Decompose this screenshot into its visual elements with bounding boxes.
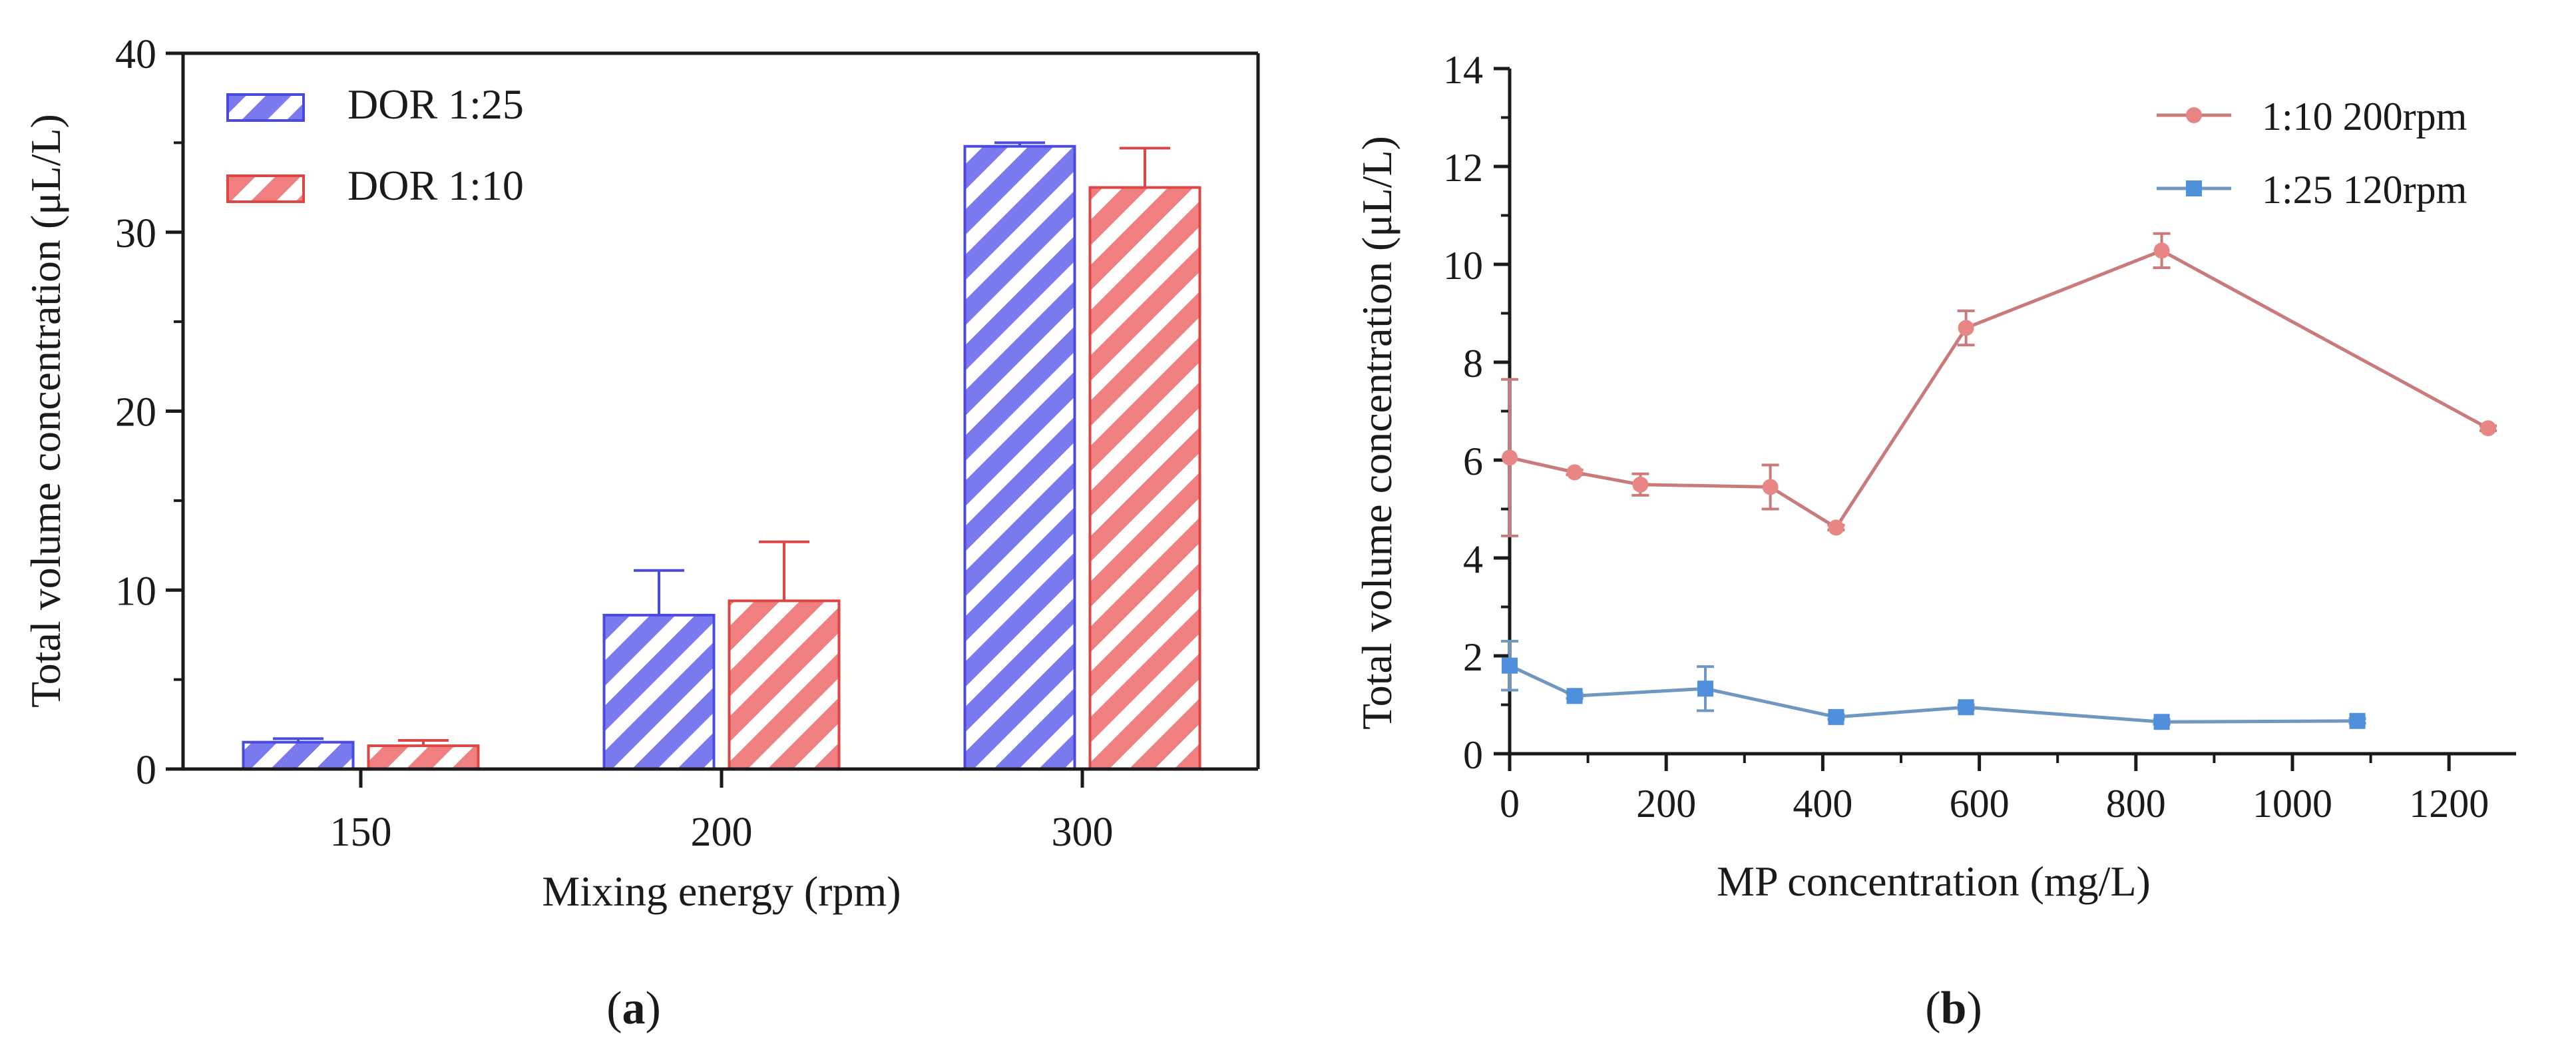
data-point-1-25-120rpm-833 bbox=[2153, 714, 2170, 730]
legend-label-1-25-120rpm: 1:25 120rpm bbox=[2262, 168, 2467, 212]
x-tick-label-600: 600 bbox=[1950, 782, 2010, 826]
y-tick-label-10: 10 bbox=[115, 569, 156, 614]
series-line-1-25-120rpm bbox=[1508, 664, 2358, 724]
data-point-1-25-120rpm-83 bbox=[1566, 688, 1583, 704]
line-chart-b: 0 2 4 6 8 10 12 14 0 200 400 600 800 1000 1200 MP con… bbox=[1353, 48, 2516, 905]
legend-swatch-dor-1-25 bbox=[226, 93, 305, 122]
data-point-1-10-200rpm-0 bbox=[1502, 449, 1518, 466]
legend-swatch-dor-1-10 bbox=[226, 174, 305, 203]
chart-a-y-tick-labels: 0 10 20 30 40 bbox=[115, 32, 156, 793]
x-tick-label-1200: 1200 bbox=[2409, 782, 2489, 826]
x-tick-label-1000: 1000 bbox=[2253, 782, 2332, 826]
chart-b-x-axis-label: MP concentration (mg/L) bbox=[1717, 858, 2151, 905]
y-tick-label-40: 40 bbox=[115, 32, 156, 77]
data-point-1-25-120rpm-250 bbox=[1697, 680, 1713, 697]
bar-dor-1-25-150 bbox=[242, 740, 355, 770]
chart-a-legend: DOR 1:25 DOR 1:10 bbox=[226, 81, 524, 209]
legend-label-dor-1-25: DOR 1:25 bbox=[347, 81, 524, 128]
y-tick-label-6: 6 bbox=[1463, 439, 1483, 483]
chart-b-legend: 1:10 200rpm 1:25 120rpm bbox=[2157, 95, 2467, 212]
bar-dor-1-10-300 bbox=[1088, 186, 1201, 770]
chart-b-x-tick-labels: 0 200 400 600 800 1000 1200 bbox=[1500, 782, 2489, 826]
chart-b-series-group bbox=[1501, 232, 2497, 730]
chart-a-x-axis-label: Mixing energy (rpm) bbox=[542, 868, 901, 915]
bar-dor-1-25-200 bbox=[602, 613, 716, 770]
panel-a-letter: a bbox=[622, 983, 646, 1034]
series-1-10-200rpm bbox=[1501, 232, 2497, 537]
data-point-1-10-200rpm-83 bbox=[1566, 464, 1583, 481]
y-tick-label-20: 20 bbox=[115, 390, 156, 435]
series-line-1-10-200rpm bbox=[1509, 248, 2489, 530]
data-point-1-10-200rpm-167 bbox=[1632, 476, 1649, 493]
y-tick-label-2: 2 bbox=[1463, 635, 1483, 679]
x-tick-label-200: 200 bbox=[691, 810, 753, 855]
chart-a-y-axis-label: Total volume concentration (μL/L) bbox=[22, 114, 69, 708]
data-point-1-10-200rpm-833 bbox=[2153, 242, 2170, 259]
legend-label-1-10-200rpm: 1:10 200rpm bbox=[2262, 95, 2467, 138]
y-tick-label-14: 14 bbox=[1443, 48, 1483, 92]
legend-label-dor-1-10: DOR 1:10 bbox=[347, 162, 524, 209]
x-tick-label-200: 200 bbox=[1636, 782, 1696, 826]
data-point-1-25-120rpm-0 bbox=[1502, 657, 1518, 674]
data-point-1-25-120rpm-1083 bbox=[2349, 712, 2366, 729]
chart-a-axes bbox=[166, 51, 1260, 788]
bar-dor-1-25-300 bbox=[963, 144, 1076, 770]
error-bar-group bbox=[273, 141, 1170, 746]
data-point-1-25-120rpm-417 bbox=[1828, 708, 1844, 725]
x-tick-label-300: 300 bbox=[1052, 810, 1114, 855]
data-point-1-25-120rpm-583 bbox=[1958, 699, 1974, 716]
y-tick-label-8: 8 bbox=[1463, 342, 1483, 386]
y-tick-label-30: 30 bbox=[115, 211, 156, 256]
legend-marker-square bbox=[2186, 180, 2202, 196]
y-tick-label-12: 12 bbox=[1443, 146, 1483, 190]
y-tick-label-0: 0 bbox=[1463, 733, 1483, 777]
x-tick-label-400: 400 bbox=[1793, 782, 1852, 826]
y-tick-label-4: 4 bbox=[1463, 537, 1483, 581]
legend-marker-circle bbox=[2186, 107, 2202, 123]
y-tick-label-0: 0 bbox=[136, 748, 156, 793]
x-tick-label-0: 0 bbox=[1500, 782, 1520, 826]
data-point-1-10-200rpm-583 bbox=[1958, 320, 1974, 336]
bar-dor-1-10-150 bbox=[367, 744, 480, 770]
series-1-25-120rpm bbox=[1501, 639, 2366, 730]
x-tick-label-800: 800 bbox=[2106, 782, 2166, 826]
data-point-1-10-200rpm-417 bbox=[1828, 519, 1844, 536]
bar-group bbox=[242, 144, 1201, 770]
panel-b-caption: (b) bbox=[1925, 983, 1982, 1034]
panel-a-caption: (a) bbox=[606, 983, 661, 1034]
chart-b-y-tick-labels: 0 2 4 6 8 10 12 14 bbox=[1443, 48, 1483, 777]
chart-a-x-tick-labels: 150 200 300 bbox=[330, 810, 1114, 855]
chart-b-y-axis-label: Total volume concentration (μL/L) bbox=[1353, 136, 1400, 730]
y-tick-label-10: 10 bbox=[1443, 244, 1483, 288]
data-point-1-10-200rpm-333 bbox=[1762, 479, 1779, 495]
x-tick-label-150: 150 bbox=[330, 810, 392, 855]
bar-dor-1-10-200 bbox=[728, 599, 841, 770]
data-point-1-10-200rpm-1250 bbox=[2480, 420, 2496, 437]
panel-b-letter: b bbox=[1941, 983, 1967, 1034]
